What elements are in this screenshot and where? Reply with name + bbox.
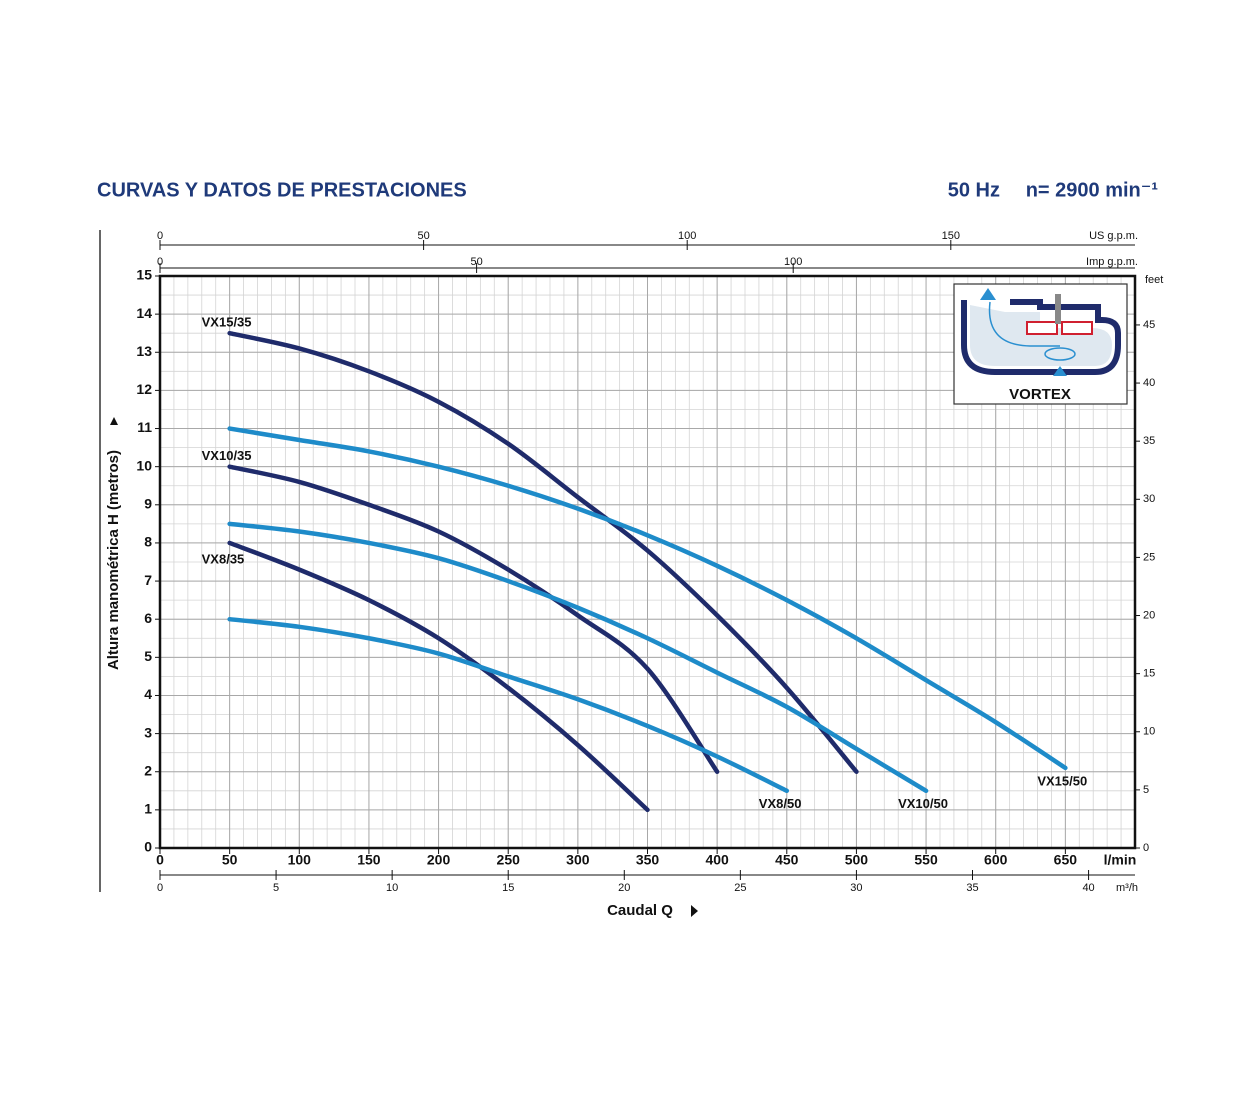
y-tick-label: 7	[144, 572, 152, 588]
inset-fluid	[970, 305, 1112, 366]
secondary-tick-label: 25	[734, 882, 746, 894]
secondary-tick-label: 100	[784, 256, 802, 268]
curve	[227, 616, 790, 794]
secondary-tick-label: 10	[386, 882, 398, 894]
y2-tick-label: 25	[1143, 551, 1155, 563]
x-tick-label: 0	[156, 852, 164, 868]
secondary-unit: m³/h	[1116, 882, 1138, 894]
secondary-tick-label: 0	[157, 882, 163, 894]
plot-frame	[158, 274, 1137, 850]
x-arrow	[691, 905, 698, 917]
secondary-unit: US g.p.m.	[1089, 230, 1138, 242]
x-tick-label: 500	[845, 852, 869, 868]
y-tick-label: 11	[137, 419, 152, 435]
secondary-unit: Imp g.p.m.	[1086, 256, 1138, 268]
secondary-tick-label: 5	[273, 882, 279, 894]
y-tick-label: 10	[136, 457, 152, 473]
curve-label: VX10/50	[898, 796, 948, 811]
curve	[227, 540, 650, 813]
secondary-tick-label: 50	[470, 256, 482, 268]
y2-tick-label: 20	[1143, 609, 1155, 621]
y-tick-label: 13	[136, 343, 152, 359]
y2-tick-label: 15	[1143, 668, 1155, 680]
secondary-tick-label: 0	[157, 230, 163, 242]
y2-tick-label: 35	[1143, 435, 1155, 447]
y-tick-label: 1	[144, 801, 152, 817]
inset-impeller	[1026, 321, 1058, 335]
y-tick-label: 12	[136, 381, 152, 397]
y-tick-label: 2	[144, 762, 152, 778]
y2-unit: feet	[1145, 274, 1163, 286]
x-tick-label: 400	[705, 852, 729, 868]
secondary-tick-label: 20	[618, 882, 630, 894]
x-tick-label: 550	[914, 852, 938, 868]
curve-label: VX10/35	[202, 448, 252, 463]
x-tick-label: 250	[497, 852, 521, 868]
x-unit: l/min	[1104, 852, 1137, 868]
y2-tick-label: 5	[1143, 784, 1149, 796]
x-tick-label: 600	[984, 852, 1008, 868]
inset-housing	[961, 299, 1121, 375]
curve	[227, 330, 859, 774]
vortex-inset: VORTEX	[953, 283, 1128, 405]
x-tick-label: 100	[288, 852, 312, 868]
y-axis-label: Altura manométrica H (metros)	[105, 450, 122, 670]
chart-title: CURVAS Y DATOS DE PRESTACIONES	[97, 179, 467, 201]
curve-label: VX15/35	[202, 315, 252, 330]
inset-swirl	[1044, 347, 1076, 361]
curve-label: VX8/35	[202, 551, 245, 566]
secondary-tick-label: 35	[966, 882, 978, 894]
secondary-tick-label: 15	[502, 882, 514, 894]
secondary-tick-label: 30	[850, 882, 862, 894]
y-tick-label: 8	[144, 534, 152, 550]
x-tick-label: 650	[1054, 852, 1078, 868]
secondary-tick-label: 150	[942, 230, 960, 242]
secondary-tick-label: 0	[157, 256, 163, 268]
x-tick-label: 200	[427, 852, 451, 868]
inset-arrow	[980, 288, 996, 300]
y-tick-label: 3	[144, 724, 152, 740]
curve	[227, 426, 1068, 771]
inset-label: VORTEX	[1009, 386, 1071, 403]
secondary-tick-label: 40	[1082, 882, 1094, 894]
y2-tick-label: 30	[1143, 493, 1155, 505]
frequency: 50 Hz	[948, 179, 1000, 201]
y2-tick-label: 40	[1143, 377, 1155, 389]
x-tick-label: 300	[566, 852, 590, 868]
curve	[227, 521, 929, 794]
curve-label: VX15/50	[1037, 773, 1087, 788]
x-axis-label: Caudal Q	[607, 902, 673, 919]
y-tick-label: 4	[144, 686, 152, 702]
x-tick-label: 350	[636, 852, 660, 868]
secondary-tick-label: 50	[417, 230, 429, 242]
secondary-tick-label: 100	[678, 230, 696, 242]
inset-shaft	[1055, 294, 1061, 324]
inset-arrow	[1053, 366, 1067, 376]
x-tick-label: 450	[775, 852, 799, 868]
y-tick-label: 6	[144, 610, 152, 626]
y2-tick-label: 45	[1143, 319, 1155, 331]
y-tick-label: 15	[136, 267, 152, 283]
curve-label: VX8/50	[759, 796, 802, 811]
curve	[227, 464, 720, 774]
y-arrow	[110, 417, 118, 425]
y2-tick-label: 0	[1143, 842, 1149, 854]
speed: n= 2900 min⁻¹	[1026, 179, 1159, 201]
y-tick-label: 0	[144, 839, 152, 855]
y-tick-label: 9	[144, 496, 152, 512]
x-tick-label: 150	[357, 852, 381, 868]
y-tick-label: 14	[136, 305, 152, 321]
x-tick-label: 50	[222, 852, 238, 868]
inset-flow	[988, 301, 1060, 347]
inset-impeller	[1061, 321, 1093, 335]
y-tick-label: 5	[144, 648, 152, 664]
y2-tick-label: 10	[1143, 726, 1155, 738]
